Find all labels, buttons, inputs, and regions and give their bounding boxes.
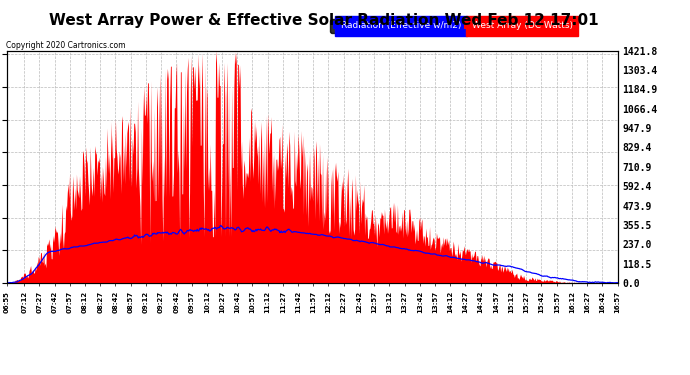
Legend: Radiation (Effective w/m2), West Array (DC Watts): Radiation (Effective w/m2), West Array (… [331, 19, 575, 33]
Text: West Array Power & Effective Solar Radiation Wed Feb 12 17:01: West Array Power & Effective Solar Radia… [50, 13, 599, 28]
Text: Copyright 2020 Cartronics.com: Copyright 2020 Cartronics.com [6, 41, 125, 50]
